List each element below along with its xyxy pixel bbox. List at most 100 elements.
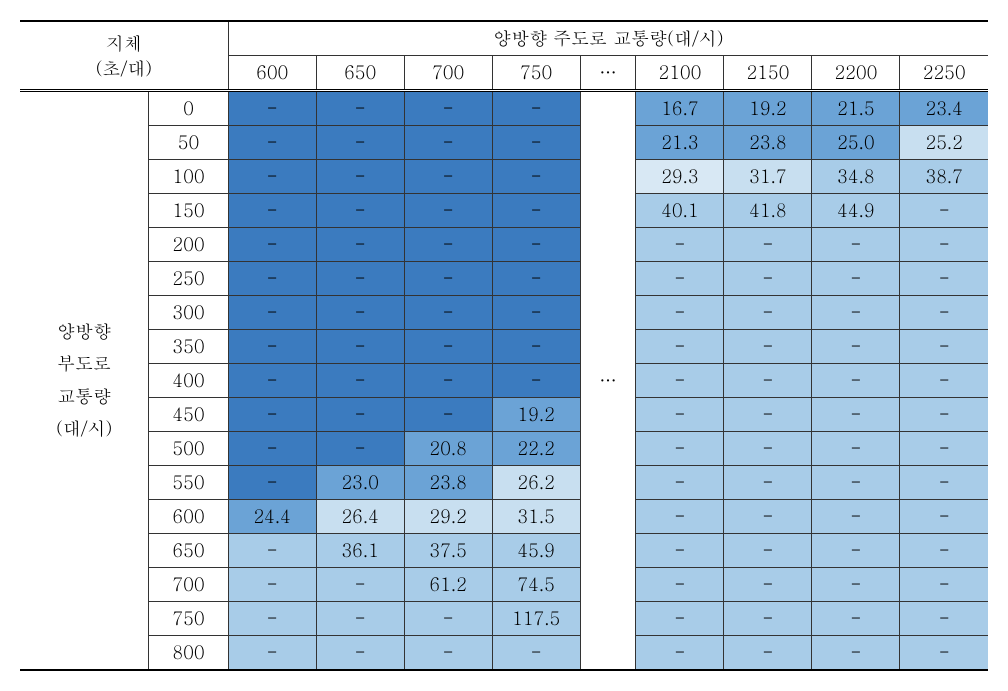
data-cell: -: [404, 364, 492, 398]
data-cell: -: [812, 568, 900, 602]
row-label: 350: [149, 330, 228, 364]
col-2100: 2100: [636, 56, 724, 91]
data-cell: 44.9: [812, 194, 900, 228]
data-cell: -: [316, 636, 404, 671]
data-cell: 34.8: [812, 160, 900, 194]
data-cell: -: [724, 534, 812, 568]
data-cell: -: [724, 602, 812, 636]
data-cell: -: [228, 262, 316, 296]
data-cell: -: [724, 330, 812, 364]
traffic-delay-table: 지체 (초/대) 양방향 주도로 교통량(대/시) 600 650 700 75…: [20, 20, 988, 671]
data-cell: 21.5: [812, 91, 900, 126]
data-cell: -: [724, 398, 812, 432]
data-cell: -: [636, 500, 724, 534]
data-cell: -: [316, 364, 404, 398]
data-cell: -: [900, 296, 988, 330]
row-label: 750: [149, 602, 228, 636]
data-cell: -: [228, 534, 316, 568]
data-cell: 20.8: [404, 432, 492, 466]
data-cell: 25.2: [900, 126, 988, 160]
data-cell: 37.5: [404, 534, 492, 568]
data-cell: -: [404, 126, 492, 160]
data-cell: 24.4: [228, 500, 316, 534]
data-cell: -: [900, 330, 988, 364]
row-label: 300: [149, 296, 228, 330]
data-cell: 117.5: [492, 602, 580, 636]
row-label: 250: [149, 262, 228, 296]
data-cell: -: [900, 262, 988, 296]
data-cell: -: [316, 126, 404, 160]
data-cell: -: [900, 194, 988, 228]
data-cell: -: [812, 500, 900, 534]
data-cell: -: [492, 228, 580, 262]
data-cell: -: [636, 228, 724, 262]
data-cell: -: [316, 602, 404, 636]
data-cell: -: [636, 466, 724, 500]
data-cell: -: [812, 262, 900, 296]
data-cell: -: [900, 398, 988, 432]
data-cell: 23.4: [900, 91, 988, 126]
ellipsis-cell: …: [580, 91, 636, 671]
data-cell: 29.3: [636, 160, 724, 194]
data-cell: -: [900, 364, 988, 398]
data-cell: 26.2: [492, 466, 580, 500]
data-cell: -: [724, 364, 812, 398]
row-label: 100: [149, 160, 228, 194]
data-cell: 38.7: [900, 160, 988, 194]
data-cell: 21.3: [636, 126, 724, 160]
data-cell: -: [812, 534, 900, 568]
data-cell: -: [404, 330, 492, 364]
data-cell: -: [724, 636, 812, 671]
col-2150: 2150: [724, 56, 812, 91]
row-label: 800: [149, 636, 228, 671]
data-cell: -: [492, 330, 580, 364]
data-cell: -: [812, 330, 900, 364]
delay-label-1: 지체: [106, 31, 142, 56]
data-cell: -: [492, 296, 580, 330]
data-cell: -: [316, 91, 404, 126]
data-cell: -: [900, 432, 988, 466]
row-label: 500: [149, 432, 228, 466]
data-cell: -: [404, 194, 492, 228]
data-cell: 16.7: [636, 91, 724, 126]
data-cell: -: [492, 364, 580, 398]
data-cell: -: [812, 636, 900, 671]
data-cell: -: [228, 296, 316, 330]
data-cell: -: [228, 432, 316, 466]
data-cell: -: [900, 636, 988, 671]
data-cell: -: [812, 398, 900, 432]
delay-label-2: (초/대): [96, 56, 152, 81]
data-cell: -: [900, 500, 988, 534]
data-cell: -: [636, 262, 724, 296]
data-cell: -: [228, 466, 316, 500]
data-cell: 23.8: [724, 126, 812, 160]
data-cell: -: [636, 602, 724, 636]
data-cell: -: [404, 296, 492, 330]
data-cell: 25.0: [812, 126, 900, 160]
row-label: 200: [149, 228, 228, 262]
data-cell: -: [228, 228, 316, 262]
data-cell: 74.5: [492, 568, 580, 602]
row-label: 600: [149, 500, 228, 534]
data-cell: -: [316, 330, 404, 364]
row-label: 700: [149, 568, 228, 602]
data-cell: -: [492, 194, 580, 228]
data-cell: -: [228, 160, 316, 194]
data-cell: -: [404, 602, 492, 636]
data-cell: -: [316, 160, 404, 194]
data-cell: 29.2: [404, 500, 492, 534]
data-cell: -: [316, 432, 404, 466]
data-cell: -: [636, 534, 724, 568]
data-cell: -: [492, 636, 580, 671]
data-cell: -: [812, 432, 900, 466]
data-cell: 41.8: [724, 194, 812, 228]
data-cell: -: [636, 432, 724, 466]
data-cell: -: [404, 398, 492, 432]
col-2250: 2250: [900, 56, 988, 91]
data-cell: -: [228, 602, 316, 636]
data-cell: 31.7: [724, 160, 812, 194]
data-cell: -: [900, 568, 988, 602]
data-cell: -: [404, 262, 492, 296]
data-cell: 61.2: [404, 568, 492, 602]
data-cell: 19.2: [724, 91, 812, 126]
